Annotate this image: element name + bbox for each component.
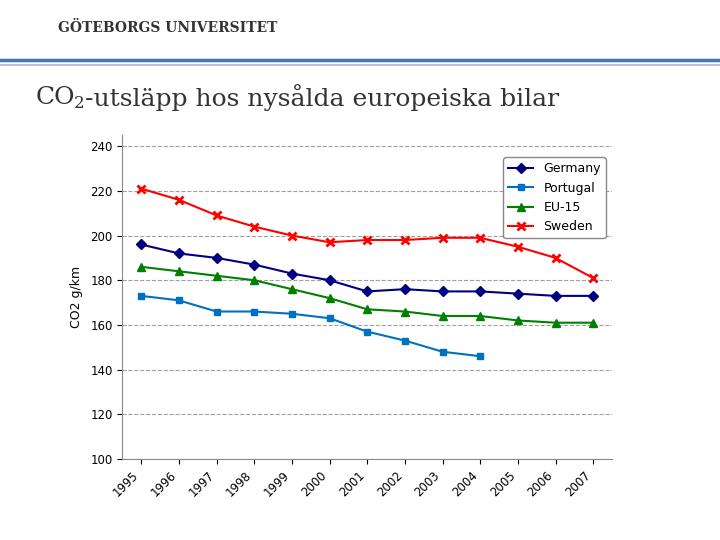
EU-15: [137, 264, 145, 270]
Legend: Germany, Portugal, EU-15, Sweden: Germany, Portugal, EU-15, Sweden: [503, 158, 606, 238]
Sweden: [363, 237, 372, 243]
Sweden: [250, 224, 258, 230]
Portugal: [476, 353, 485, 360]
Germany: [212, 255, 221, 261]
EU-15: [476, 313, 485, 319]
EU-15: [363, 306, 372, 313]
Portugal: [287, 310, 296, 317]
Sweden: [325, 239, 334, 246]
Germany: [513, 291, 522, 297]
Germany: [325, 277, 334, 284]
Sweden: [137, 185, 145, 192]
EU-15: [325, 295, 334, 301]
Text: GÖTEBORGS UNIVERSITET: GÖTEBORGS UNIVERSITET: [58, 21, 277, 35]
Sweden: [438, 234, 447, 241]
EU-15: [438, 313, 447, 319]
Germany: [363, 288, 372, 295]
Portugal: [250, 308, 258, 315]
Text: ENVIRONMENTAL ECONOMICS UNIT, DEPARTMENT OF ECONOMICS  |  MARTIN PERSSON      20: ENVIRONMENTAL ECONOMICS UNIT, DEPARTMENT…: [109, 513, 611, 524]
Germany: [400, 286, 409, 293]
Germany: [552, 293, 560, 299]
EU-15: [513, 317, 522, 323]
EU-15: [400, 308, 409, 315]
Line: EU-15: EU-15: [137, 262, 598, 327]
Text: CO: CO: [36, 86, 76, 109]
EU-15: [212, 273, 221, 279]
Portugal: [212, 308, 221, 315]
Germany: [287, 271, 296, 277]
EU-15: [552, 320, 560, 326]
Portugal: [174, 297, 183, 303]
Sweden: [400, 237, 409, 243]
Line: Sweden: Sweden: [137, 185, 598, 282]
Line: Germany: Germany: [138, 241, 597, 299]
EU-15: [589, 320, 598, 326]
EU-15: [287, 286, 296, 293]
EU-15: [174, 268, 183, 274]
Portugal: [438, 348, 447, 355]
Sweden: [287, 232, 296, 239]
Text: 2: 2: [73, 95, 84, 112]
Portugal: [325, 315, 334, 321]
Text: -utsläpp hos nysålda europeiska bilar: -utsläpp hos nysålda europeiska bilar: [85, 84, 559, 111]
Sweden: [476, 234, 485, 241]
Germany: [476, 288, 485, 295]
Sweden: [552, 255, 560, 261]
Germany: [589, 293, 598, 299]
EU-15: [250, 277, 258, 284]
Sweden: [174, 197, 183, 203]
Sweden: [589, 275, 598, 281]
Sweden: [212, 212, 221, 219]
Germany: [438, 288, 447, 295]
Portugal: [400, 338, 409, 344]
Sweden: [513, 244, 522, 250]
Germany: [250, 261, 258, 268]
Portugal: [363, 328, 372, 335]
Germany: [137, 241, 145, 248]
Line: Portugal: Portugal: [138, 293, 484, 360]
Germany: [174, 250, 183, 256]
Portugal: [137, 293, 145, 299]
Y-axis label: CO2 g/km: CO2 g/km: [71, 266, 84, 328]
